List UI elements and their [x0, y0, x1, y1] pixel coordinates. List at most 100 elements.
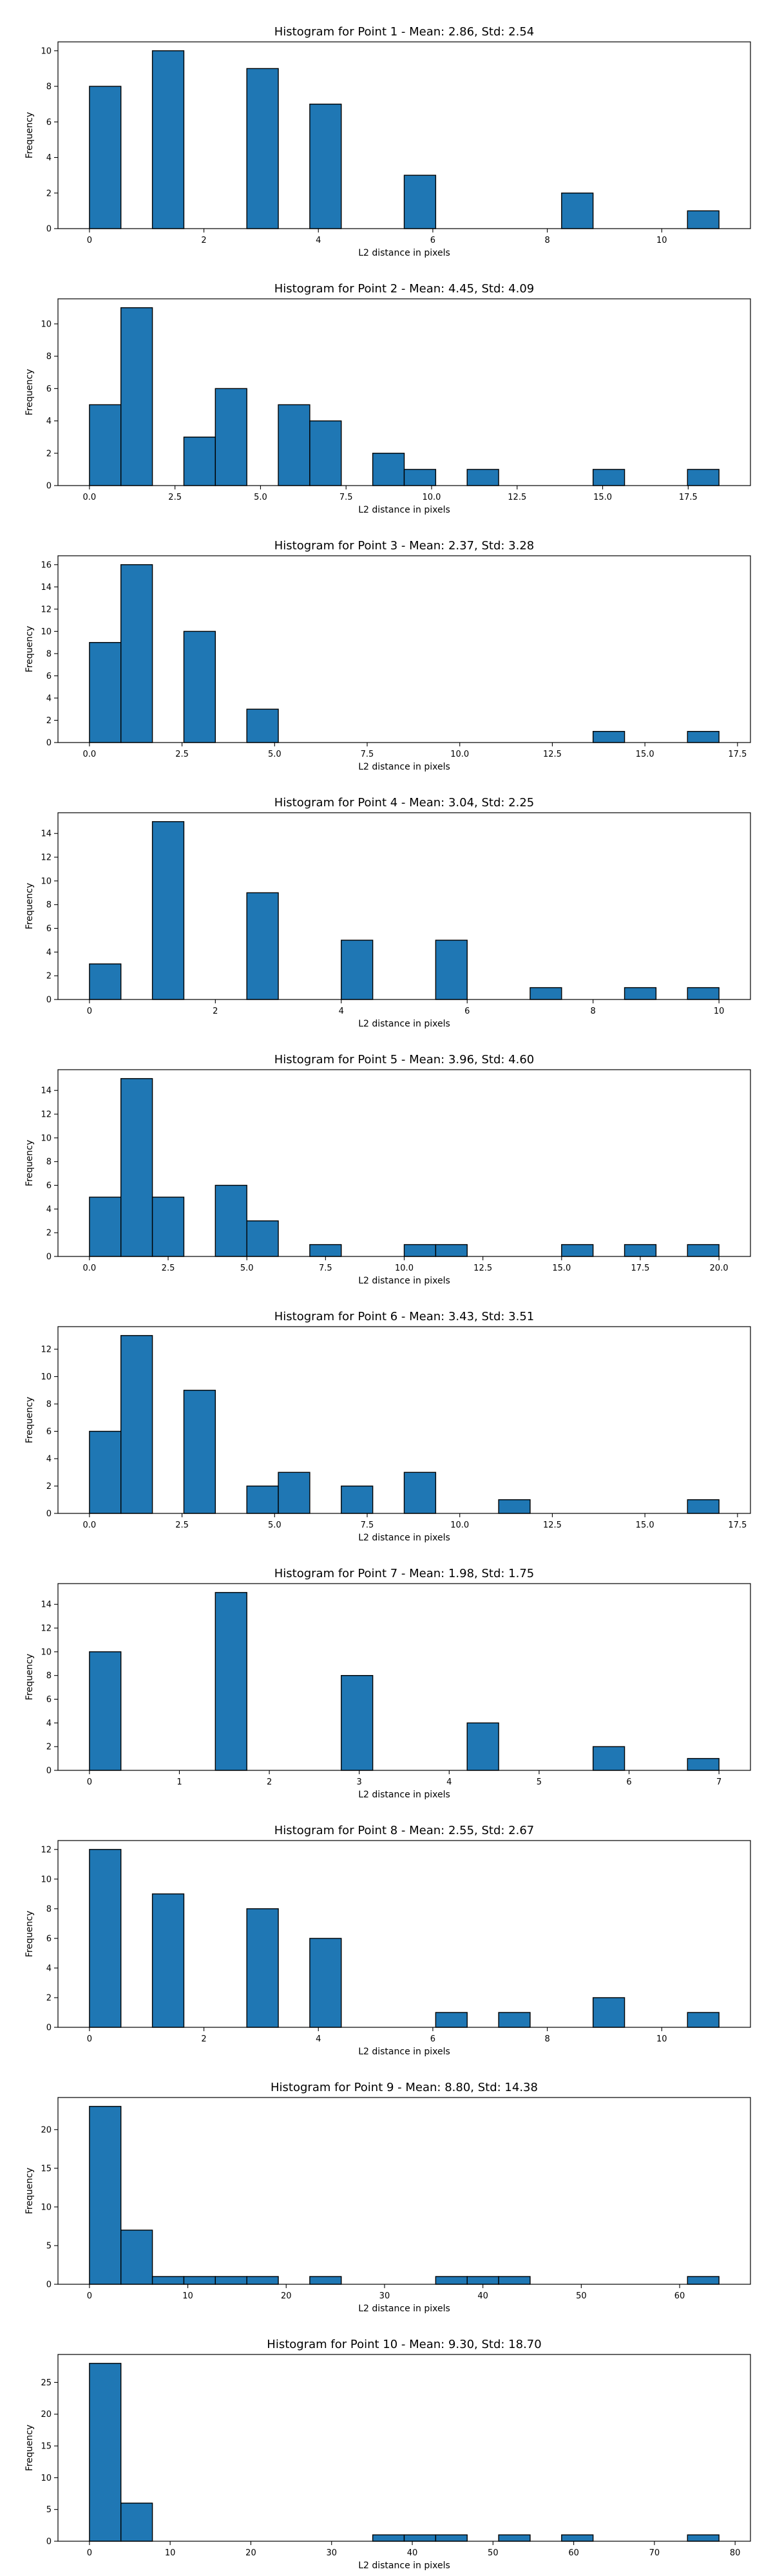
chart-4-bar: [624, 987, 657, 1000]
chart-7-xtick-label: 5: [537, 1777, 542, 1787]
chart-2-xtick-label: 7.5: [339, 493, 353, 502]
chart-8-ytick-label: 4: [46, 1964, 52, 1973]
chart-8-bar: [151, 1893, 185, 2028]
chart-9-bars: [89, 2106, 720, 2285]
chart-10-ytick-label: 0: [46, 2537, 52, 2547]
chart-4-ytick-label: 6: [46, 924, 52, 934]
chart-7-xtick-label: 7: [716, 1777, 721, 1787]
chart-5-xtick-label: 17.5: [631, 1264, 650, 1273]
chart-7-ytick-label: 0: [46, 1766, 52, 1776]
chart-3-bar: [687, 731, 720, 743]
chart-1-bar: [309, 103, 342, 229]
chart-2-ylabel: Frequency: [24, 369, 35, 415]
chart-4-ytick-label: 12: [41, 853, 52, 863]
chart-1-xtick-label: 8: [544, 236, 549, 245]
chart-5-ytick-label: 6: [46, 1181, 52, 1191]
chart-4-ytick-label: 8: [46, 900, 52, 910]
chart-5-bar: [246, 1220, 279, 1257]
chart-2-ytick-label: 8: [46, 352, 52, 362]
chart-9-bar: [120, 2230, 153, 2285]
chart-8-bars: [89, 1849, 720, 2028]
chart-8-ytick-label: 0: [46, 2023, 52, 2033]
chart-9-ytick-label: 5: [46, 2241, 52, 2251]
chart-1-bar: [151, 50, 185, 229]
chart-6-xtick-label: 2.5: [175, 1520, 189, 1530]
chart-5: Histogram for Point 5 - Mean: 3.96, Std:…: [24, 1053, 751, 1286]
chart-8-bar: [592, 1997, 625, 2028]
chart-10-xlabel: L2 distance in pixels: [358, 2561, 450, 2571]
chart-8-xtick-label: 4: [316, 2034, 321, 2044]
chart-8-xtick-label: 0: [87, 2034, 92, 2044]
chart-6-bar: [278, 1472, 310, 1514]
chart-2-ytick-label: 2: [46, 449, 52, 459]
chart-6-ytick-label: 8: [46, 1400, 52, 1410]
chart-5-xtick-label: 2.5: [162, 1264, 175, 1273]
chart-10-xtick-label: 30: [326, 2548, 337, 2558]
chart-1-bar: [89, 86, 122, 229]
chart-4-bar: [341, 940, 374, 1000]
chart-5-ytick-label: 0: [46, 1253, 52, 1262]
chart-7-xtick-label: 0: [87, 1777, 92, 1787]
chart-9-ytick-label: 10: [41, 2202, 52, 2212]
chart-2-ytick-label: 0: [46, 482, 52, 491]
chart-10-xtick-label: 60: [568, 2548, 579, 2558]
chart-4-ytick-label: 4: [46, 948, 52, 958]
chart-10-title: Histogram for Point 10 - Mean: 9.30, Std…: [267, 2338, 541, 2351]
chart-7-bar: [341, 1674, 374, 1771]
chart-5-xtick-label: 12.5: [473, 1264, 492, 1273]
chart-4-xlabel: L2 distance in pixels: [358, 1019, 450, 1029]
chart-6-ytick-label: 4: [46, 1455, 52, 1464]
chart-3-axes-frame: [57, 555, 751, 743]
chart-5-ytick-label: 2: [46, 1229, 52, 1238]
chart-3-ytick-label: 4: [46, 694, 52, 703]
chart-9: Histogram for Point 9 - Mean: 8.80, Std:…: [24, 2081, 751, 2314]
chart-6-axes-frame: [57, 1326, 751, 1514]
chart-2-title: Histogram for Point 2 - Mean: 4.45, Std:…: [274, 282, 535, 296]
chart-9-bar: [309, 2276, 342, 2285]
chart-9-bar: [498, 2276, 531, 2285]
chart-10-bar: [403, 2534, 437, 2542]
chart-5-bar: [309, 1244, 342, 1257]
chart-7-ytick-label: 10: [41, 1647, 52, 1657]
chart-10-xtick-label: 40: [407, 2548, 418, 2558]
chart-9-xtick-label: 0: [87, 2291, 92, 2301]
chart-1-ylabel: Frequency: [24, 112, 35, 158]
chart-5-bar: [215, 1184, 247, 1257]
chart-2-xtick-label: 5.0: [254, 493, 267, 502]
chart-2-bar: [89, 404, 122, 486]
chart-3-xtick-label: 17.5: [728, 750, 747, 759]
chart-8-bar: [246, 1908, 279, 2028]
chart-7-bar: [592, 1746, 625, 1771]
chart-6-title: Histogram for Point 6 - Mean: 3.43, Std:…: [274, 1310, 535, 1323]
chart-5-xtick-label: 5.0: [240, 1264, 254, 1273]
chart-5-bar: [435, 1244, 468, 1257]
chart-9-xlabel: L2 distance in pixels: [358, 2304, 450, 2314]
chart-6-bars: [89, 1335, 720, 1514]
chart-5-xtick-label: 10.0: [395, 1264, 414, 1273]
chart-10-ytick-label: 25: [41, 2378, 52, 2388]
chart-7-bar: [89, 1651, 122, 1771]
chart-4: Histogram for Point 4 - Mean: 3.04, Std:…: [24, 796, 751, 1029]
chart-8-bar: [89, 1849, 122, 2028]
chart-10-bar: [561, 2534, 594, 2542]
chart-10-ytick-label: 5: [46, 2505, 52, 2515]
chart-7-title: Histogram for Point 7 - Mean: 1.98, Std:…: [274, 1567, 535, 1580]
chart-10-bar: [435, 2534, 468, 2542]
chart-2: Histogram for Point 2 - Mean: 4.45, Std:…: [24, 282, 751, 515]
chart-10-bar: [687, 2534, 720, 2542]
chart-1-bar: [403, 175, 437, 229]
chart-10-bars: [89, 2363, 720, 2542]
chart-9-axes-frame: [57, 2097, 751, 2285]
chart-8-ytick-label: 8: [46, 1904, 52, 1914]
chart-4-ylabel: Frequency: [24, 883, 35, 929]
chart-10-xtick-label: 20: [245, 2548, 256, 2558]
chart-2-axes-frame: [57, 298, 751, 486]
chart-4-bar: [435, 940, 468, 1000]
chart-1-xtick-label: 4: [316, 236, 321, 245]
chart-1-ytick-label: 2: [46, 189, 52, 198]
chart-8-ylabel: Frequency: [24, 1911, 35, 1957]
chart-9-ytick-label: 15: [41, 2164, 52, 2174]
chart-6-xtick-label: 17.5: [728, 1520, 747, 1530]
chart-5-bar: [561, 1244, 594, 1257]
chart-7-xtick-label: 4: [446, 1777, 452, 1787]
